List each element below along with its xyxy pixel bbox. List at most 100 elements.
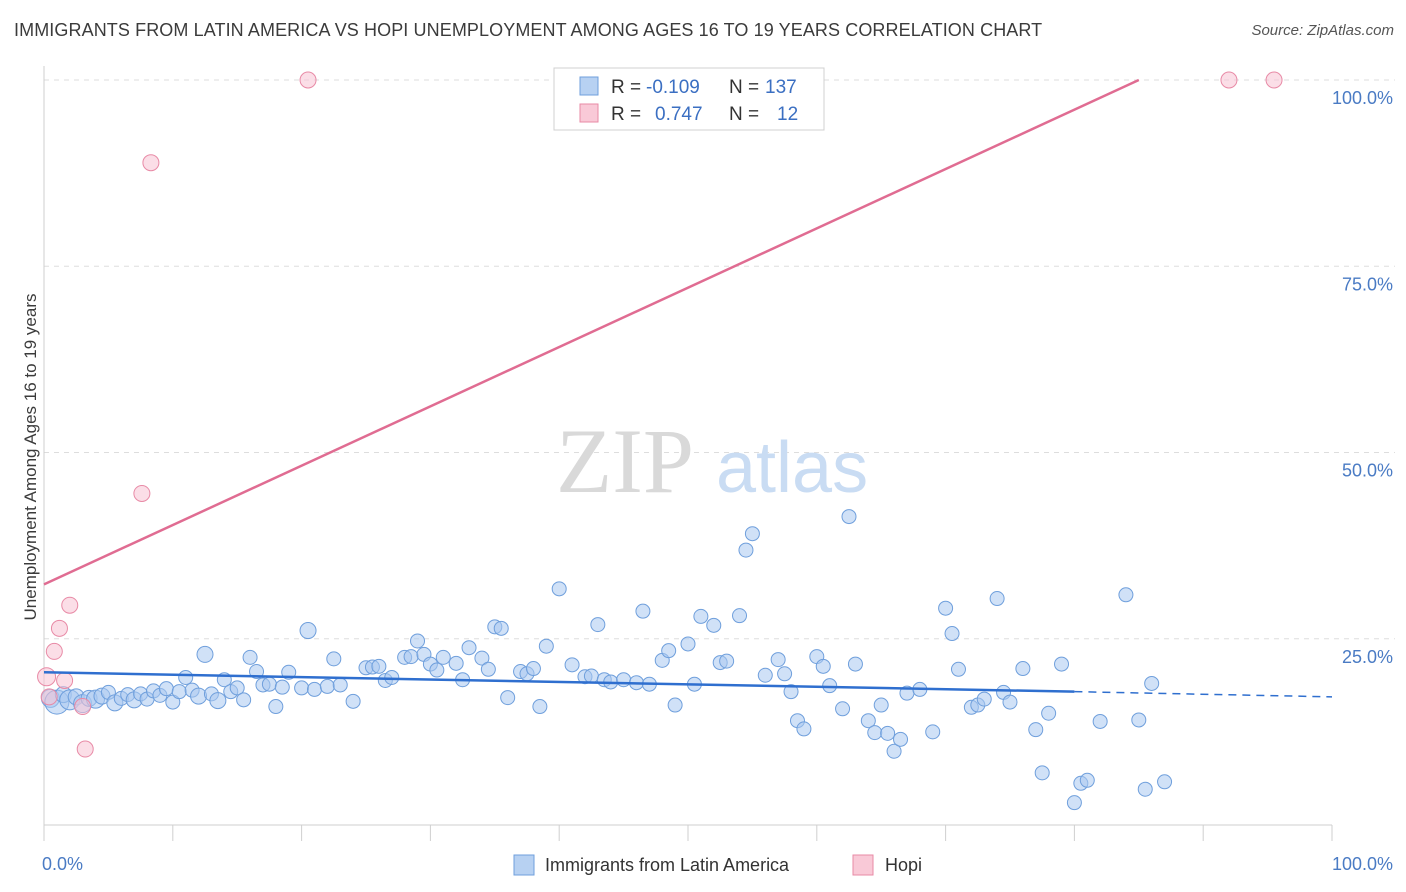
data-point-immigrants bbox=[738, 542, 754, 558]
data-point-immigrants bbox=[661, 643, 677, 659]
data-point-immigrants bbox=[732, 608, 748, 624]
x-tick-labels: 0.0% 100.0% bbox=[42, 854, 1393, 874]
y-tick-labels: 25.0% 50.0% 75.0% 100.0% bbox=[1332, 88, 1393, 667]
y-tick-label: 75.0% bbox=[1342, 274, 1393, 294]
data-point-immigrants bbox=[500, 690, 516, 706]
data-point-immigrants bbox=[1157, 774, 1173, 790]
data-point-immigrants bbox=[268, 699, 284, 715]
data-point-immigrants bbox=[925, 724, 941, 740]
data-point-immigrants bbox=[429, 662, 445, 678]
data-point-immigrants bbox=[294, 680, 310, 696]
data-point-hopi bbox=[37, 667, 57, 687]
legend-n-label-blue: N = bbox=[729, 77, 759, 98]
legend-n-label-pink: N = bbox=[729, 104, 759, 125]
bottom-legend-swatch-pink bbox=[852, 854, 874, 876]
legend-box: R = -0.109 N = 137 R = 0.747 N = 12 bbox=[553, 67, 825, 131]
data-point-immigrants bbox=[744, 526, 760, 542]
trend-line-immigrants-extension bbox=[1074, 690, 1333, 698]
trend-line-hopi bbox=[43, 78, 1140, 586]
legend-swatch-blue bbox=[579, 76, 599, 96]
data-point-immigrants bbox=[493, 620, 509, 636]
data-point-immigrants bbox=[693, 608, 709, 624]
data-point-immigrants bbox=[1144, 675, 1160, 691]
bottom-legend-swatch-blue bbox=[513, 854, 535, 876]
data-point-immigrants bbox=[410, 633, 426, 649]
y-tick-label: 50.0% bbox=[1342, 461, 1393, 481]
data-point-hopi bbox=[1265, 71, 1283, 89]
legend-r-value-pink: 0.747 bbox=[655, 104, 703, 125]
data-point-immigrants bbox=[873, 697, 889, 713]
data-point-hopi bbox=[45, 642, 63, 660]
data-point-hopi bbox=[76, 740, 94, 758]
data-point-immigrants bbox=[532, 699, 548, 715]
data-point-immigrants bbox=[274, 679, 290, 695]
legend-r-label-pink: R = bbox=[611, 104, 641, 125]
y-tick-label: 100.0% bbox=[1332, 88, 1393, 108]
data-point-hopi bbox=[142, 154, 160, 172]
data-point-immigrants bbox=[474, 650, 490, 666]
data-point-immigrants bbox=[435, 649, 451, 665]
data-point-immigrants bbox=[299, 622, 317, 640]
data-point-immigrants bbox=[841, 509, 857, 525]
trend-line-immigrants bbox=[43, 671, 1075, 693]
data-point-immigrants bbox=[944, 626, 960, 642]
data-point-immigrants bbox=[171, 684, 187, 700]
bottom-legend-label-blue: Immigrants from Latin America bbox=[545, 855, 790, 875]
data-point-hopi bbox=[56, 671, 74, 689]
data-point-immigrants bbox=[867, 725, 883, 741]
data-point-immigrants bbox=[847, 656, 863, 672]
data-point-immigrants bbox=[1066, 795, 1082, 811]
data-point-immigrants bbox=[590, 617, 606, 633]
data-point-immigrants bbox=[893, 731, 909, 747]
data-point-hopi bbox=[133, 484, 151, 502]
legend-r-label-blue: R = bbox=[611, 77, 641, 98]
data-point-immigrants bbox=[1054, 656, 1070, 672]
data-point-immigrants bbox=[976, 691, 992, 707]
data-point-immigrants bbox=[403, 649, 419, 665]
data-point-hopi bbox=[61, 596, 79, 614]
trend-lines bbox=[43, 78, 1333, 698]
data-point-immigrants bbox=[815, 658, 831, 674]
data-point-hopi bbox=[40, 688, 58, 706]
legend-swatch-pink bbox=[579, 103, 599, 123]
data-point-immigrants bbox=[880, 725, 896, 741]
data-point-immigrants bbox=[1079, 772, 1095, 788]
watermark-zip: ZIP bbox=[556, 410, 694, 512]
data-point-immigrants bbox=[551, 581, 567, 597]
data-point-immigrants bbox=[1041, 705, 1057, 721]
data-point-immigrants bbox=[770, 652, 786, 668]
data-point-immigrants bbox=[860, 713, 876, 729]
data-point-immigrants bbox=[480, 661, 496, 677]
data-point-immigrants bbox=[236, 692, 252, 708]
y-tick-label: 25.0% bbox=[1342, 647, 1393, 667]
data-point-immigrants bbox=[242, 649, 258, 665]
data-point-immigrants bbox=[680, 636, 696, 652]
data-point-immigrants bbox=[345, 693, 361, 709]
data-point-immigrants bbox=[822, 678, 838, 694]
data-point-immigrants bbox=[196, 645, 214, 663]
data-point-immigrants bbox=[190, 687, 208, 705]
data-point-immigrants bbox=[616, 672, 632, 688]
data-point-hopi bbox=[1220, 71, 1238, 89]
data-point-immigrants bbox=[719, 653, 735, 669]
data-point-immigrants bbox=[1002, 694, 1018, 710]
data-point-immigrants bbox=[886, 743, 902, 759]
watermark-atlas: atlas bbox=[716, 428, 868, 508]
data-point-immigrants bbox=[835, 701, 851, 717]
data-point-immigrants bbox=[158, 681, 174, 697]
data-point-hopi bbox=[74, 698, 92, 716]
y-axis-label: Unemployment Among Ages 16 to 19 years bbox=[21, 294, 40, 621]
data-point-immigrants bbox=[461, 640, 477, 656]
data-point-immigrants bbox=[178, 669, 194, 685]
data-point-immigrants bbox=[950, 661, 966, 677]
watermark: ZIP atlas bbox=[556, 410, 868, 512]
data-point-immigrants bbox=[538, 638, 554, 654]
data-point-immigrants bbox=[319, 678, 335, 694]
data-point-immigrants bbox=[261, 676, 277, 692]
x-tick-label: 100.0% bbox=[1332, 854, 1393, 874]
legend-n-value-blue: 137 bbox=[765, 77, 797, 98]
data-point-immigrants bbox=[448, 655, 464, 671]
x-tick-label: 0.0% bbox=[42, 854, 83, 874]
data-point-hopi bbox=[50, 619, 68, 637]
